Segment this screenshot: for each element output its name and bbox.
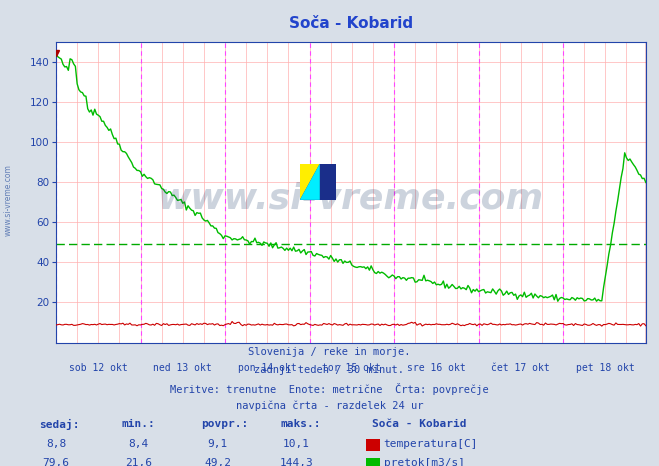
Text: sob 12 okt: sob 12 okt xyxy=(69,363,128,372)
Text: sedaj:: sedaj: xyxy=(40,419,80,431)
Text: maks.:: maks.: xyxy=(280,419,320,429)
Text: Soča - Kobarid: Soča - Kobarid xyxy=(372,419,467,429)
Text: zadnji teden / 30 minut.: zadnji teden / 30 minut. xyxy=(254,365,405,375)
Text: temperatura[C]: temperatura[C] xyxy=(384,439,478,449)
Text: 49,2: 49,2 xyxy=(204,458,231,466)
Text: 9,1: 9,1 xyxy=(208,439,227,449)
Text: 10,1: 10,1 xyxy=(283,439,310,449)
Text: čet 17 okt: čet 17 okt xyxy=(492,363,550,372)
Text: Soča - Kobarid: Soča - Kobarid xyxy=(289,16,413,31)
Text: 79,6: 79,6 xyxy=(43,458,69,466)
Text: pretok[m3/s]: pretok[m3/s] xyxy=(384,458,465,466)
Polygon shape xyxy=(300,164,320,200)
Text: 8,4: 8,4 xyxy=(129,439,148,449)
Text: povpr.:: povpr.: xyxy=(201,419,248,429)
Text: sre 16 okt: sre 16 okt xyxy=(407,363,466,372)
Text: 8,8: 8,8 xyxy=(46,439,66,449)
Text: www.si-vreme.com: www.si-vreme.com xyxy=(158,181,544,215)
Text: Meritve: trenutne  Enote: metrične  Črta: povprečje: Meritve: trenutne Enote: metrične Črta: … xyxy=(170,383,489,395)
Polygon shape xyxy=(300,164,320,200)
Text: navpična črta - razdelek 24 ur: navpična črta - razdelek 24 ur xyxy=(236,400,423,411)
Text: www.si-vreme.com: www.si-vreme.com xyxy=(3,164,13,236)
Text: pon 14 okt: pon 14 okt xyxy=(238,363,297,372)
Text: 144,3: 144,3 xyxy=(279,458,314,466)
Text: tor 15 okt: tor 15 okt xyxy=(322,363,381,372)
Text: pet 18 okt: pet 18 okt xyxy=(576,363,635,372)
Text: ned 13 okt: ned 13 okt xyxy=(154,363,212,372)
Text: min.:: min.: xyxy=(122,419,156,429)
Text: 21,6: 21,6 xyxy=(125,458,152,466)
Text: Slovenija / reke in morje.: Slovenija / reke in morje. xyxy=(248,347,411,357)
